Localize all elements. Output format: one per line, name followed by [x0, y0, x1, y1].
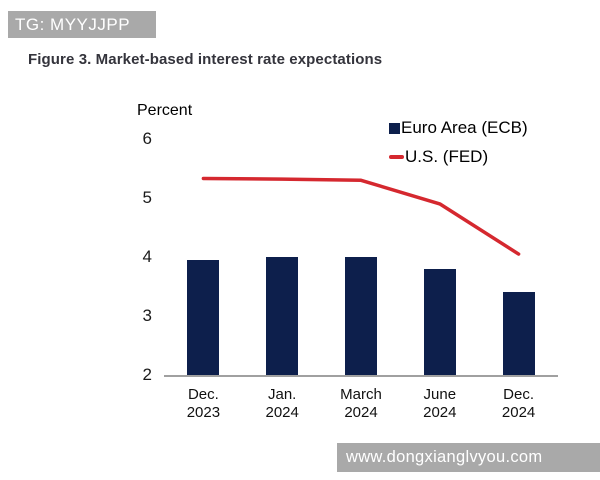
watermark-bottom-text: www.dongxianglvyou.com: [346, 448, 543, 466]
fed-line-layer: [201, 176, 521, 256]
x-tick-label: Jan. 2024: [265, 386, 299, 421]
x-tick-label: Dec. 2024: [501, 386, 536, 421]
x-tick-label: June 2024: [423, 386, 457, 421]
x-axis-tick-labels: Dec. 2023 Jan. 2024 March 2024 June 2024 Dec. 202…: [164, 386, 558, 426]
chart-legend: Euro Area (ECB) U.S. (FED): [389, 116, 528, 174]
legend-line-icon: [389, 155, 404, 159]
ecb-bar: [345, 257, 377, 375]
watermark-bottom: www.dongxianglvyou.com: [337, 443, 600, 472]
legend-label: U.S. (FED): [405, 147, 489, 166]
x-tick-label: Dec. 2023: [186, 386, 221, 421]
legend-item: Euro Area (ECB): [389, 116, 528, 140]
legend-square-icon: [389, 122, 400, 134]
watermark-top: TG: MYYJJPP: [8, 11, 156, 38]
ecb-bar: [502, 292, 535, 375]
ecb-bar: [423, 268, 456, 375]
x-tick-label: March 2024: [340, 386, 382, 421]
fed-line: [201, 176, 521, 256]
y-tick-label: 3: [142, 306, 152, 325]
y-axis-unit-label: Percent: [137, 102, 193, 119]
y-tick-label: 4: [142, 247, 152, 266]
y-tick-label: 5: [142, 188, 152, 207]
y-tick-label: 2: [142, 365, 152, 384]
y-tick-label: 6: [142, 129, 152, 148]
ecb-bar: [187, 259, 220, 375]
plot-area: [164, 127, 558, 377]
y-axis-tick-labels: 6 5 4 3 2: [108, 127, 152, 384]
ecb-bar: [266, 257, 299, 375]
watermark-top-text: TG: MYYJJPP: [15, 15, 131, 34]
legend-label: Euro Area (ECB): [401, 118, 528, 137]
figure-title: Figure 3. Market-based interest rate exp…: [28, 51, 383, 68]
legend-item: U.S. (FED): [389, 145, 528, 169]
